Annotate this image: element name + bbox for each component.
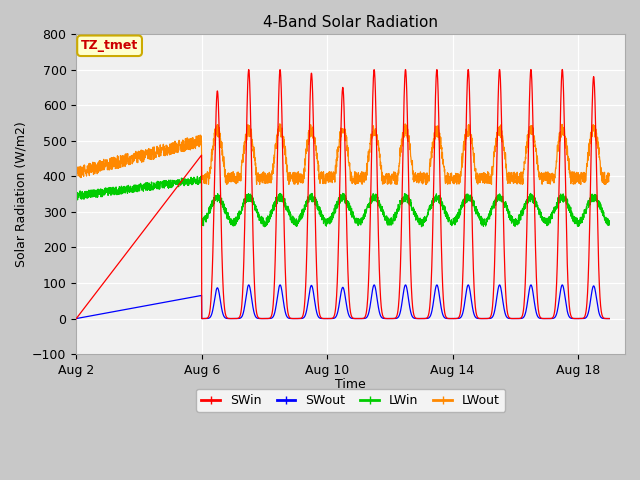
Title: 4-Band Solar Radiation: 4-Band Solar Radiation — [263, 15, 438, 30]
Legend: SWin, SWout, LWin, LWout: SWin, SWout, LWin, LWout — [196, 389, 505, 412]
Y-axis label: Solar Radiation (W/m2): Solar Radiation (W/m2) — [15, 121, 28, 267]
X-axis label: Time: Time — [335, 378, 366, 391]
Text: TZ_tmet: TZ_tmet — [81, 39, 138, 52]
